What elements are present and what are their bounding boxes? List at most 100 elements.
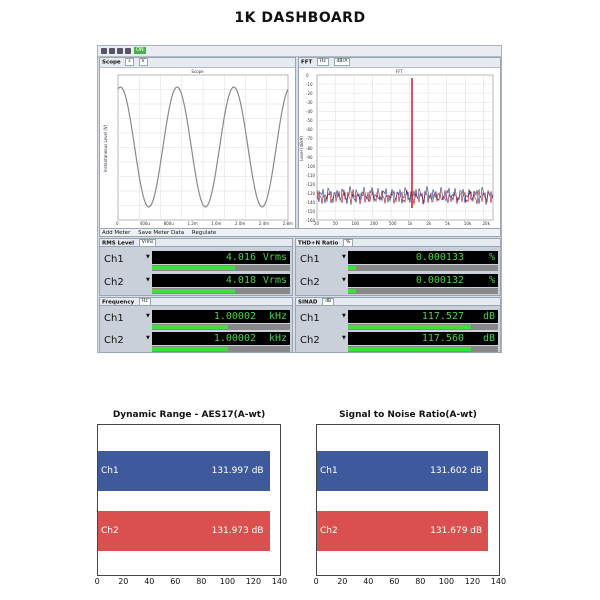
scope-panel: Scope s V Scope Instantaneous Level (V) … [99, 57, 296, 235]
meter-bar-fill [152, 347, 228, 351]
meter-display: 117.527 dB [348, 310, 498, 323]
save-meter-data-button[interactable]: Save Meter Data [138, 230, 185, 236]
freq-title: Frequency [102, 299, 135, 306]
frequency-meter: Frequency Hz Ch1 ▼ 1.00002 kHz Ch2 ▼ 1.0… [99, 297, 293, 353]
meter-bar-fill [152, 325, 228, 329]
scope-x-tick: 1.6m [211, 221, 222, 226]
chart-bar-ch2: Ch2 131.973 dB [98, 511, 270, 551]
stop-icon[interactable] [125, 48, 131, 54]
fft-y-tick: -70 [306, 136, 313, 142]
page-title: 1K DASHBOARD [234, 10, 366, 26]
fft-x-tick: 500 [388, 221, 397, 226]
generator-on-badge[interactable]: ON [134, 47, 146, 54]
scope-x-tick: 400u [139, 221, 150, 226]
bar-value-label: 131.973 dB [211, 526, 264, 536]
channel-label: Ch2 [104, 277, 124, 288]
regulate-button[interactable]: Regulate [191, 230, 217, 236]
open-icon[interactable] [117, 48, 123, 54]
channel-label: Ch2 [300, 277, 320, 288]
channel-dropdown-icon[interactable]: ▼ [342, 313, 346, 319]
rms-row-ch1: Ch1 ▼ 4.016 Vrms [102, 251, 290, 271]
meter-bar-fill [348, 325, 471, 329]
meter-value: 0.000133 [415, 252, 464, 263]
bar-category-label: Ch2 [320, 526, 338, 536]
rms-unit-select[interactable]: Vrms [138, 239, 157, 247]
fft-x-tick: 1k [407, 221, 413, 226]
sinad-unit-select[interactable]: dB [322, 298, 335, 306]
app-toolbar: ON [98, 46, 501, 57]
x-axis-tick: 100 [438, 577, 455, 586]
fft-header: FFT Hz dBrA [299, 58, 500, 68]
meter-unit: % [488, 275, 495, 286]
fft-y-tick: -150 [306, 208, 316, 214]
scope-x-tick: 2.0m [235, 221, 246, 226]
channel-dropdown-icon[interactable]: ▼ [342, 277, 346, 283]
menu-icon[interactable] [101, 48, 107, 54]
fft-x-tick: 20 [314, 221, 320, 226]
fft-x-tick: 50 [332, 221, 338, 226]
scope-x-tick: 1.2m [187, 221, 198, 226]
sinad-row-ch2: Ch2 ▼ 117.560 dB [298, 332, 498, 352]
thdn-unit-select[interactable]: % [343, 239, 354, 247]
meter-bar [152, 346, 290, 352]
channel-dropdown-icon[interactable]: ▼ [342, 254, 346, 260]
channel-dropdown-icon[interactable]: ▼ [146, 313, 150, 319]
scope-x-tick: 2.4m [258, 221, 270, 226]
meter-display: 1.00002 kHz [152, 310, 290, 323]
fft-y-tick: -90 [306, 154, 313, 160]
meter-display: 0.000132 % [348, 274, 498, 287]
meter-toolbar: Add Meter Save Meter Data Regulate [99, 228, 501, 237]
fft-x-unit-select[interactable]: Hz [317, 58, 329, 66]
meter-display: 4.018 Vrms [152, 274, 290, 287]
fft-y-label: Level (dBrA) [298, 136, 304, 161]
fft-x-tick: 5k [445, 221, 450, 226]
bar-category-label: Ch1 [101, 466, 119, 476]
fft-y-tick: -40 [306, 109, 313, 115]
channel-dropdown-icon[interactable]: ▼ [146, 277, 150, 283]
meter-bar-fill [348, 347, 471, 351]
channel-label: Ch1 [300, 254, 320, 265]
thdn-title: THD+N Ratio [298, 240, 339, 247]
meter-unit: kHz [268, 333, 287, 344]
thdn-ratio-meter: THD+N Ratio % Ch1 ▼ 0.000133 % Ch2 ▼ 0.0… [295, 238, 501, 296]
sinad-meter: SINAD dB Ch1 ▼ 117.527 dB Ch2 ▼ 117.560 … [295, 297, 501, 353]
fft-y-tick: 0 [306, 73, 309, 78]
channel-dropdown-icon[interactable]: ▼ [146, 335, 150, 341]
scope-y-unit-select[interactable]: V [138, 58, 148, 66]
fft-y-tick: -20 [306, 91, 313, 97]
snr-title: Signal to Noise Ratio(A-wt) [339, 410, 477, 420]
fft-y-tick: -110 [306, 172, 316, 178]
fft-title: FFT [301, 59, 313, 66]
fft-x-tick: 100 [351, 221, 360, 226]
scope-plot-title: Scope [191, 69, 204, 74]
fft-y-tick: -160 [306, 218, 316, 223]
meter-unit: dB [482, 311, 495, 322]
x-axis-tick: 60 [170, 577, 181, 586]
fft-plot [316, 74, 494, 221]
bar-value-label: 131.679 dB [430, 526, 483, 536]
x-axis-tick: 0 [94, 577, 100, 586]
scope-x-tick: 2.8m [282, 221, 293, 226]
fft-x-tick: 2k [426, 221, 432, 226]
sinad-row-ch1: Ch1 ▼ 117.527 dB [298, 310, 498, 330]
rms-header: RMS Level Vrms [99, 238, 293, 247]
fft-y-tick: -100 [306, 163, 316, 169]
fft-y-tick: -140 [306, 199, 316, 205]
chart-bar-ch1: Ch1 131.997 dB [98, 451, 270, 491]
meter-bar [152, 265, 290, 271]
freq-unit-select[interactable]: Hz [138, 298, 151, 306]
add-meter-button[interactable]: Add Meter [102, 230, 131, 236]
fft-y-tick: -30 [306, 100, 313, 106]
sinad-header: SINAD dB [295, 297, 501, 306]
fft-panel: FFT Hz dBrA FFT Level (dBrA) Frequency (… [298, 57, 501, 235]
fft-y-tick: -60 [306, 127, 313, 133]
fft-y-unit-select[interactable]: dBrA [333, 58, 351, 66]
scope-x-unit-select[interactable]: s [125, 58, 134, 66]
chart-bar-ch2: Ch2 131.679 dB [317, 511, 489, 551]
meter-bar [152, 324, 290, 330]
save-icon[interactable] [109, 48, 115, 54]
channel-dropdown-icon[interactable]: ▼ [342, 335, 346, 341]
meter-unit: Vrms [262, 275, 287, 286]
fft-x-tick: 10k [463, 221, 472, 226]
channel-dropdown-icon[interactable]: ▼ [146, 254, 150, 260]
